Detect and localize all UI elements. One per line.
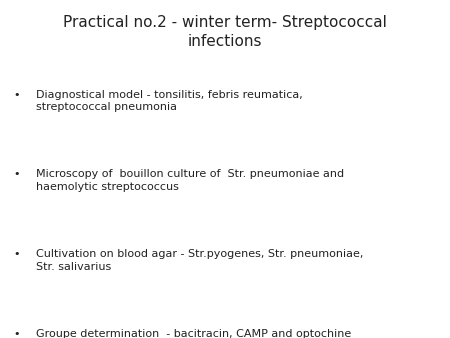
Text: •: • bbox=[14, 90, 20, 100]
Text: •: • bbox=[14, 249, 20, 259]
Text: •: • bbox=[14, 169, 20, 179]
Text: Practical no.2 - winter term- Streptococcal
infections: Practical no.2 - winter term- Streptococ… bbox=[63, 15, 387, 49]
Text: Cultivation on blood agar - Str.pyogenes, Str. pneumoniae,
Str. salivarius: Cultivation on blood agar - Str.pyogenes… bbox=[36, 249, 364, 272]
Text: Microscopy of  bouillon culture of  Str. pneumoniae and
haemolytic streptococcus: Microscopy of bouillon culture of Str. p… bbox=[36, 169, 344, 192]
Text: Diagnostical model - tonsilitis, febris reumatica,
streptococcal pneumonia: Diagnostical model - tonsilitis, febris … bbox=[36, 90, 303, 112]
Text: •: • bbox=[14, 329, 20, 338]
Text: Groupe determination  - bacitracin, CAMP and optochine
test: Groupe determination - bacitracin, CAMP … bbox=[36, 329, 351, 338]
